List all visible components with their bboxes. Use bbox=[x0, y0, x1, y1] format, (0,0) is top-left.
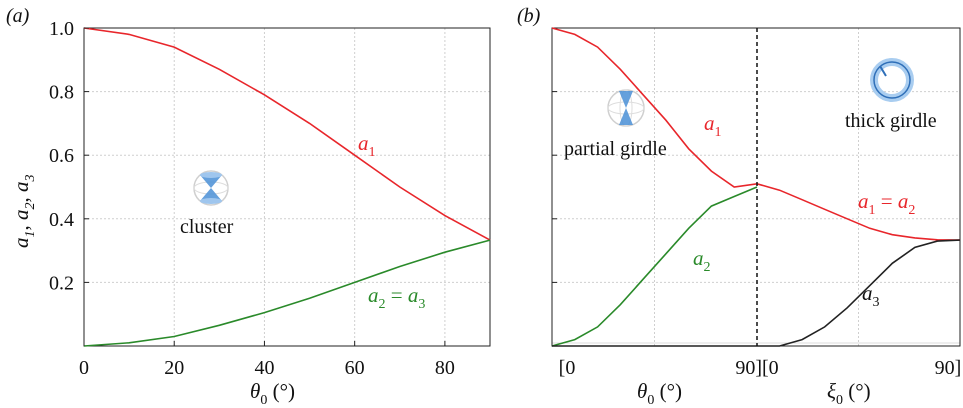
annot-b-a1-a2: a1 = a2 bbox=[858, 189, 915, 218]
x-tick-label: 20 bbox=[164, 357, 184, 379]
panel-a-label: (a) bbox=[6, 5, 30, 27]
series-a1 bbox=[83, 27, 491, 241]
x-tick-label: 90][0 bbox=[735, 357, 778, 379]
panel-b-xlabel-left: θ0 (°) bbox=[637, 379, 682, 408]
y-tick-label: 0.8 bbox=[49, 82, 74, 104]
panel-a-ticks: 0 20 40 60 80 0.2 0.4 0.6 0.8 1.0 bbox=[49, 18, 455, 379]
series-a3 bbox=[552, 239, 961, 347]
cluster-label: cluster bbox=[180, 216, 234, 238]
y-tick-label: 0.2 bbox=[49, 272, 74, 294]
annot-a1: a1 bbox=[358, 131, 376, 160]
x-tick-label: [0 bbox=[559, 357, 576, 379]
panel-a-series bbox=[83, 27, 491, 347]
annot-b-a2: a2 bbox=[693, 246, 711, 275]
cluster-icon bbox=[193, 170, 229, 206]
annot-b-a3: a3 bbox=[862, 281, 880, 310]
x-tick-label: 40 bbox=[254, 357, 274, 379]
annot-a2-a3: a2 = a3 bbox=[368, 283, 425, 312]
x-tick-label: 60 bbox=[345, 357, 365, 379]
x-tick-label: 0 bbox=[79, 357, 89, 379]
x-tick-label: 80 bbox=[435, 357, 455, 379]
partial-girdle-icon bbox=[607, 89, 645, 127]
panel-b-xlabel-right: ξ0 (°) bbox=[827, 379, 871, 408]
y-tick-label: 0.4 bbox=[49, 209, 74, 231]
panel-b-ticks: [0 90][0 90] bbox=[552, 91, 962, 379]
partial-girdle-label: partial girdle bbox=[564, 138, 667, 160]
thick-girdle-icon bbox=[870, 58, 914, 102]
thick-girdle-label: thick girdle bbox=[845, 110, 937, 132]
panel-a-ylabel: a1, a2, a3 bbox=[9, 175, 38, 249]
panel-a-grid bbox=[84, 28, 490, 346]
panel-a-frame bbox=[83, 27, 491, 347]
x-tick-label: 90] bbox=[935, 357, 962, 379]
y-tick-label: 0.6 bbox=[49, 145, 74, 167]
y-tick-label: 1.0 bbox=[49, 18, 74, 40]
panel-a-xlabel: θ0 (°) bbox=[250, 379, 295, 408]
series-a2 bbox=[551, 186, 758, 347]
series-a2a3 bbox=[83, 239, 491, 347]
panel-b-label: (b) bbox=[517, 5, 541, 27]
annot-b-a1: a1 bbox=[704, 111, 722, 140]
panel-b-series bbox=[551, 27, 961, 347]
